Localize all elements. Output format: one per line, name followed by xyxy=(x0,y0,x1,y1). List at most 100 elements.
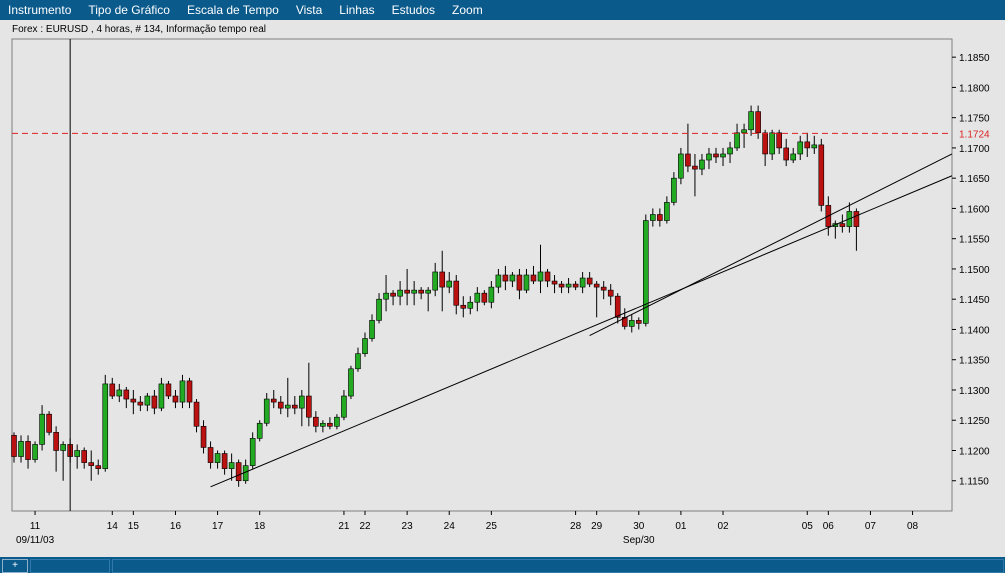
candle-down xyxy=(762,132,768,155)
candle-up xyxy=(537,271,544,282)
candle-down xyxy=(572,283,579,288)
candle-up xyxy=(334,416,340,427)
candle-up xyxy=(706,153,712,161)
candle-up xyxy=(355,353,361,370)
candle-down xyxy=(607,289,614,297)
candle-up xyxy=(628,320,635,327)
candle-down xyxy=(530,274,537,282)
candle-up xyxy=(362,338,368,354)
x-tick-label: 07 xyxy=(865,521,877,532)
candle-up xyxy=(579,277,586,288)
candle-down xyxy=(291,404,298,409)
menu-tipo-de-grafico[interactable]: Tipo de Gráfico xyxy=(88,3,170,17)
candle-up xyxy=(741,129,747,134)
y-tick-label: 1.1400 xyxy=(959,325,990,336)
candle-down xyxy=(109,383,116,397)
y-tick-label: 1.1700 xyxy=(959,144,990,155)
x-tick-label: 14 xyxy=(107,521,119,532)
candle-down xyxy=(327,422,333,427)
candle-down xyxy=(277,401,284,409)
candle-down xyxy=(692,165,698,170)
candle-down xyxy=(593,283,600,288)
candle-up xyxy=(369,320,375,339)
y-tick-label: 1.1800 xyxy=(959,83,990,94)
x-tick-label: 16 xyxy=(170,521,182,532)
candle-up xyxy=(811,144,818,149)
candle-down xyxy=(235,462,242,482)
x-tick-label: 23 xyxy=(402,521,414,532)
menu-linhas[interactable]: Linhas xyxy=(339,3,375,17)
candle-up xyxy=(144,395,151,406)
candle-up xyxy=(699,159,705,170)
crosshair-button[interactable]: + xyxy=(2,559,28,573)
overlays-group: 1.1724 xyxy=(12,39,1000,511)
y-tick-label: 1.1450 xyxy=(959,295,990,306)
y-tick-label: 1.1850 xyxy=(959,53,990,64)
x-tick-label: 01 xyxy=(675,521,687,532)
candle-up xyxy=(790,153,797,161)
candles-group xyxy=(11,105,860,487)
candle-down xyxy=(713,153,719,158)
menu-zoom[interactable]: Zoom xyxy=(452,3,483,17)
candle-down xyxy=(783,147,790,161)
candle-down xyxy=(25,441,31,460)
candle-up xyxy=(214,453,221,463)
y-tick-label: 1.1550 xyxy=(959,235,990,246)
candle-down xyxy=(81,450,87,463)
x-sublabel: 09/11/03 xyxy=(16,535,55,546)
candle-up xyxy=(74,450,80,457)
x-tick-label: 05 xyxy=(802,521,814,532)
status-segment xyxy=(30,559,110,573)
x-tick-label: 02 xyxy=(717,521,729,532)
x-tick-label: 06 xyxy=(823,521,835,532)
candle-up xyxy=(488,286,495,303)
candle-down xyxy=(313,416,319,427)
candle-down xyxy=(818,144,825,206)
candle-down xyxy=(95,465,102,469)
candle-down xyxy=(221,453,228,469)
candle-up xyxy=(467,301,474,309)
x-tick-label: 30 xyxy=(633,521,645,532)
candle-down xyxy=(418,289,424,294)
candle-down xyxy=(502,274,509,282)
candle-up xyxy=(348,368,354,397)
menu-escala-de-tempo[interactable]: Escala de Tempo xyxy=(186,3,279,17)
candle-down xyxy=(657,214,663,221)
candle-up xyxy=(116,389,123,397)
candle-down xyxy=(776,132,782,149)
candle-down xyxy=(193,401,200,427)
candle-down xyxy=(53,432,59,451)
status-segment-wide xyxy=(112,559,1004,573)
candle-up xyxy=(734,132,740,149)
candle-down xyxy=(200,425,207,448)
menu-instrumento[interactable]: Instrumento xyxy=(8,3,72,17)
candle-up xyxy=(263,398,270,424)
candle-down xyxy=(306,395,312,418)
candle-down xyxy=(544,271,551,282)
chart-area[interactable] xyxy=(0,20,1005,557)
menu-estudos[interactable]: Estudos xyxy=(391,3,436,17)
x-tick-label: 28 xyxy=(570,521,582,532)
candle-down xyxy=(439,271,446,288)
candle-down xyxy=(172,395,179,403)
candle-up xyxy=(320,422,326,427)
candle-down xyxy=(614,295,621,318)
candlestick-chart[interactable]: 1.1150 1.1200 1.1250 1.1300 1.1350 1.1400 1.14… xyxy=(0,20,1005,557)
candle-up xyxy=(256,422,263,439)
candle-up xyxy=(284,404,291,409)
plot-frame xyxy=(11,38,953,512)
menu-vista[interactable]: Vista xyxy=(295,3,323,17)
candle-up xyxy=(60,444,66,451)
y-tick-label: 1.1250 xyxy=(959,416,990,427)
candle-up xyxy=(383,292,389,300)
candle-up xyxy=(678,153,684,179)
y-axis: 1.1150 1.1200 1.1250 1.1300 1.1350 1.1400 1.14… xyxy=(952,53,990,488)
candle-down xyxy=(88,462,95,466)
x-tick-label: 24 xyxy=(444,521,456,532)
reference-line-label: 1.1724 xyxy=(959,129,990,140)
candle-up xyxy=(664,202,670,221)
candle-down xyxy=(137,401,144,406)
candle-up xyxy=(650,214,656,221)
candle-up xyxy=(509,274,516,282)
candle-up xyxy=(642,220,649,324)
